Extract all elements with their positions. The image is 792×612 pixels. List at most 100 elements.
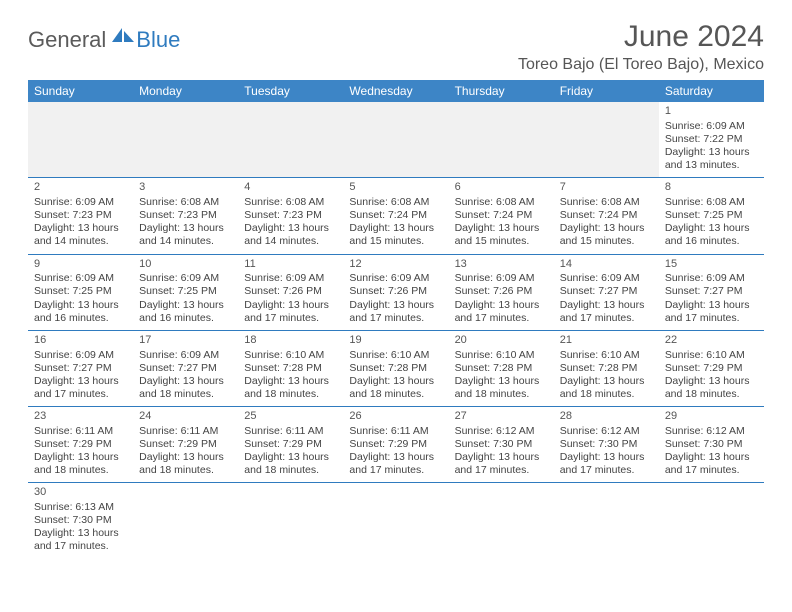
- empty-cell: [343, 483, 448, 559]
- daylight-text: Daylight: 13 hours and 18 minutes.: [244, 451, 337, 477]
- day-number: 5: [349, 181, 442, 195]
- day-cell: 27Sunrise: 6:12 AMSunset: 7:30 PMDayligh…: [449, 407, 554, 483]
- calendar-row: 9Sunrise: 6:09 AMSunset: 7:25 PMDaylight…: [28, 254, 764, 330]
- empty-cell: [238, 483, 343, 559]
- sunrise-text: Sunrise: 6:11 AM: [34, 425, 127, 438]
- sunset-text: Sunset: 7:30 PM: [665, 438, 758, 451]
- empty-cell: [449, 483, 554, 559]
- day-cell: 6Sunrise: 6:08 AMSunset: 7:24 PMDaylight…: [449, 178, 554, 254]
- page-header: General Blue June 2024 Toreo Bajo (El To…: [28, 20, 764, 74]
- col-wednesday: Wednesday: [343, 80, 448, 102]
- sunrise-text: Sunrise: 6:11 AM: [139, 425, 232, 438]
- sunset-text: Sunset: 7:30 PM: [34, 514, 127, 527]
- day-number: 9: [34, 258, 127, 272]
- sunset-text: Sunset: 7:28 PM: [244, 362, 337, 375]
- empty-cell: [554, 483, 659, 559]
- daylight-text: Daylight: 13 hours and 17 minutes.: [349, 299, 442, 325]
- day-cell: 3Sunrise: 6:08 AMSunset: 7:23 PMDaylight…: [133, 178, 238, 254]
- sunset-text: Sunset: 7:29 PM: [34, 438, 127, 451]
- day-cell: 5Sunrise: 6:08 AMSunset: 7:24 PMDaylight…: [343, 178, 448, 254]
- empty-cell: [659, 483, 764, 559]
- daylight-text: Daylight: 13 hours and 14 minutes.: [34, 222, 127, 248]
- day-number: 22: [665, 334, 758, 348]
- daylight-text: Daylight: 13 hours and 17 minutes.: [560, 451, 653, 477]
- col-friday: Friday: [554, 80, 659, 102]
- title-block: June 2024 Toreo Bajo (El Toreo Bajo), Me…: [518, 20, 764, 74]
- sunrise-text: Sunrise: 6:09 AM: [139, 349, 232, 362]
- col-sunday: Sunday: [28, 80, 133, 102]
- sunrise-text: Sunrise: 6:09 AM: [34, 196, 127, 209]
- logo-text-general: General: [28, 27, 106, 53]
- daylight-text: Daylight: 13 hours and 17 minutes.: [34, 527, 127, 553]
- day-number: 15: [665, 258, 758, 272]
- day-number: 20: [455, 334, 548, 348]
- daylight-text: Daylight: 13 hours and 17 minutes.: [349, 451, 442, 477]
- day-number: 16: [34, 334, 127, 348]
- day-cell: 7Sunrise: 6:08 AMSunset: 7:24 PMDaylight…: [554, 178, 659, 254]
- logo-text-blue: Blue: [136, 27, 180, 53]
- sunrise-text: Sunrise: 6:09 AM: [139, 272, 232, 285]
- day-number: 21: [560, 334, 653, 348]
- daylight-text: Daylight: 13 hours and 16 minutes.: [34, 299, 127, 325]
- sunrise-text: Sunrise: 6:09 AM: [34, 349, 127, 362]
- day-number: 13: [455, 258, 548, 272]
- day-cell: 26Sunrise: 6:11 AMSunset: 7:29 PMDayligh…: [343, 407, 448, 483]
- sunset-text: Sunset: 7:22 PM: [665, 133, 758, 146]
- sunrise-text: Sunrise: 6:12 AM: [455, 425, 548, 438]
- sail-icon: [110, 26, 136, 44]
- day-number: 19: [349, 334, 442, 348]
- day-number: 30: [34, 486, 127, 500]
- sunrise-text: Sunrise: 6:10 AM: [349, 349, 442, 362]
- daylight-text: Daylight: 13 hours and 18 minutes.: [139, 375, 232, 401]
- sunset-text: Sunset: 7:30 PM: [560, 438, 653, 451]
- day-number: 28: [560, 410, 653, 424]
- daylight-text: Daylight: 13 hours and 18 minutes.: [455, 375, 548, 401]
- day-number: 2: [34, 181, 127, 195]
- sunset-text: Sunset: 7:27 PM: [139, 362, 232, 375]
- day-cell: 4Sunrise: 6:08 AMSunset: 7:23 PMDaylight…: [238, 178, 343, 254]
- sunrise-text: Sunrise: 6:08 AM: [349, 196, 442, 209]
- day-number: 14: [560, 258, 653, 272]
- calendar-row: 2Sunrise: 6:09 AMSunset: 7:23 PMDaylight…: [28, 178, 764, 254]
- sunrise-text: Sunrise: 6:10 AM: [560, 349, 653, 362]
- sunset-text: Sunset: 7:27 PM: [560, 285, 653, 298]
- sunrise-text: Sunrise: 6:09 AM: [455, 272, 548, 285]
- daylight-text: Daylight: 13 hours and 13 minutes.: [665, 146, 758, 172]
- sunset-text: Sunset: 7:28 PM: [560, 362, 653, 375]
- sunrise-text: Sunrise: 6:09 AM: [349, 272, 442, 285]
- day-cell: 22Sunrise: 6:10 AMSunset: 7:29 PMDayligh…: [659, 330, 764, 406]
- sunset-text: Sunset: 7:24 PM: [349, 209, 442, 222]
- sunrise-text: Sunrise: 6:13 AM: [34, 501, 127, 514]
- day-number: 4: [244, 181, 337, 195]
- sunrise-text: Sunrise: 6:10 AM: [455, 349, 548, 362]
- day-cell: 29Sunrise: 6:12 AMSunset: 7:30 PMDayligh…: [659, 407, 764, 483]
- day-cell: 2Sunrise: 6:09 AMSunset: 7:23 PMDaylight…: [28, 178, 133, 254]
- day-number: 18: [244, 334, 337, 348]
- calendar-body: 1Sunrise: 6:09 AMSunset: 7:22 PMDaylight…: [28, 102, 764, 559]
- day-cell: 8Sunrise: 6:08 AMSunset: 7:25 PMDaylight…: [659, 178, 764, 254]
- sunset-text: Sunset: 7:29 PM: [349, 438, 442, 451]
- daylight-text: Daylight: 13 hours and 15 minutes.: [560, 222, 653, 248]
- day-cell: 23Sunrise: 6:11 AMSunset: 7:29 PMDayligh…: [28, 407, 133, 483]
- calendar-row: 1Sunrise: 6:09 AMSunset: 7:22 PMDaylight…: [28, 102, 764, 178]
- sunrise-text: Sunrise: 6:08 AM: [139, 196, 232, 209]
- day-number: 3: [139, 181, 232, 195]
- day-number: 1: [665, 105, 758, 119]
- sunset-text: Sunset: 7:25 PM: [139, 285, 232, 298]
- day-number: 27: [455, 410, 548, 424]
- day-cell: 21Sunrise: 6:10 AMSunset: 7:28 PMDayligh…: [554, 330, 659, 406]
- day-number: 8: [665, 181, 758, 195]
- daylight-text: Daylight: 13 hours and 14 minutes.: [139, 222, 232, 248]
- calendar-table: Sunday Monday Tuesday Wednesday Thursday…: [28, 80, 764, 559]
- day-cell: 17Sunrise: 6:09 AMSunset: 7:27 PMDayligh…: [133, 330, 238, 406]
- day-cell: 24Sunrise: 6:11 AMSunset: 7:29 PMDayligh…: [133, 407, 238, 483]
- sunset-text: Sunset: 7:26 PM: [244, 285, 337, 298]
- sunrise-text: Sunrise: 6:08 AM: [244, 196, 337, 209]
- sunset-text: Sunset: 7:29 PM: [665, 362, 758, 375]
- sunset-text: Sunset: 7:24 PM: [560, 209, 653, 222]
- sunset-text: Sunset: 7:25 PM: [665, 209, 758, 222]
- col-saturday: Saturday: [659, 80, 764, 102]
- daylight-text: Daylight: 13 hours and 18 minutes.: [349, 375, 442, 401]
- daylight-text: Daylight: 13 hours and 16 minutes.: [139, 299, 232, 325]
- sunset-text: Sunset: 7:29 PM: [244, 438, 337, 451]
